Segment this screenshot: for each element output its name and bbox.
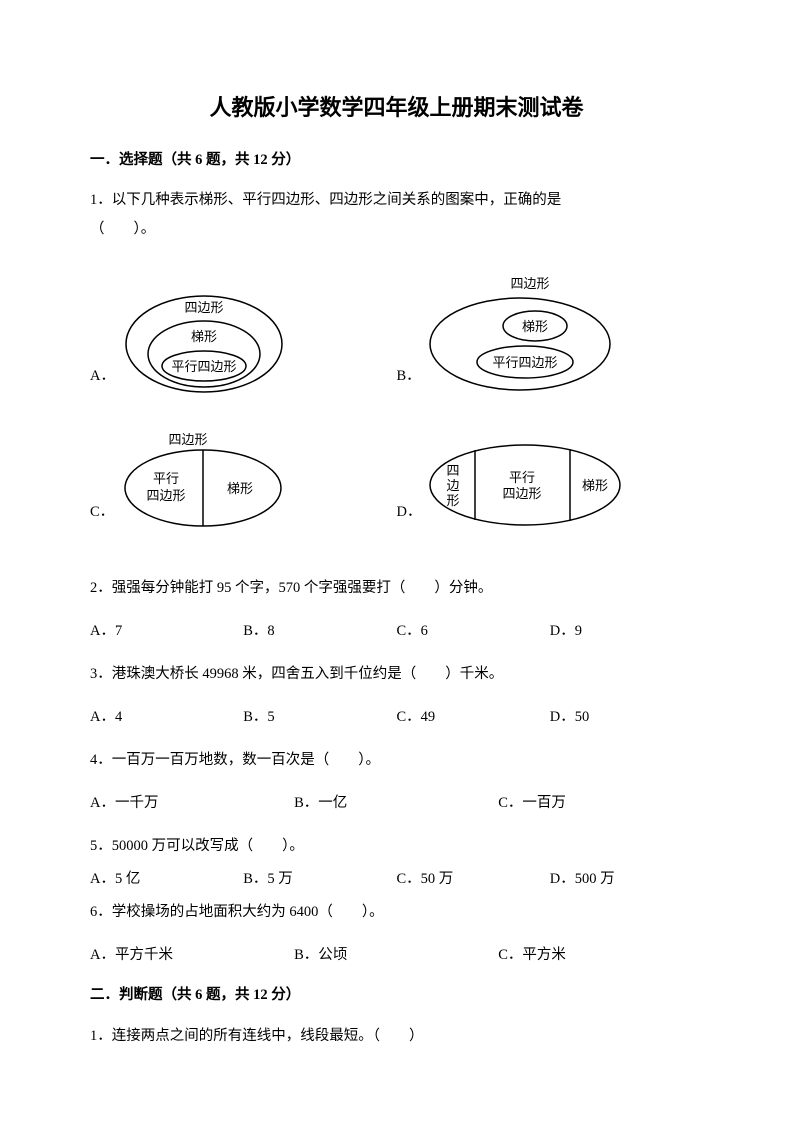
q1b-label-quad: 四边形 [510, 276, 549, 291]
q5-text: 5．50000 万可以改写成（ ）。 [90, 832, 703, 861]
q1-line1: 1．以下几种表示梯形、平行四边形、四边形之间关系的图案中，正确的是 [90, 186, 703, 215]
q2-options: A．7 B．8 C．6 D．9 [90, 617, 703, 646]
q1-opt-d-label: D． [397, 501, 422, 530]
q3-opt-a: A．4 [90, 703, 243, 732]
q1c-label-trap: 梯形 [227, 481, 253, 496]
q1-diagram-b: 四边形 梯形 平行四边形 [425, 274, 615, 394]
q5-opt-a: A．5 亿 [90, 865, 243, 894]
q5-options: A．5 亿 B．5 万 C．50 万 D．500 万 [90, 865, 703, 894]
q3-text: 3．港珠澳大桥长 49968 米，四舍五入到千位约是（ ）千米。 [90, 660, 703, 689]
q1c-label-para-b: 四边形 [147, 488, 186, 503]
q1a-label-para: 平行四边形 [171, 359, 236, 374]
section-choice-header: 一．选择题（共 6 题，共 12 分） [90, 149, 703, 172]
section-judge-header: 二．判断题（共 6 题，共 12 分） [90, 984, 703, 1007]
j1-text: 1．连接两点之间的所有连线中，线段最短。（ ） [90, 1022, 703, 1051]
q3-opt-d: D．50 [550, 703, 703, 732]
q2-text: 2．强强每分钟能打 95 个字，570 个字强强要打（ ）分钟。 [90, 574, 703, 603]
q1d-label-para-b: 四边形 [503, 486, 542, 501]
q2-opt-d: D．9 [550, 617, 703, 646]
q6-opt-b: B．公顷 [294, 941, 498, 970]
q1d-label-quad2: 边 [447, 478, 460, 493]
q6-text: 6．学校操场的占地面积大约为 6400（ ）。 [90, 898, 703, 927]
q3-opt-c: C．49 [397, 703, 550, 732]
q1-diagram-c: 四边形 平行 四边形 梯形 [118, 430, 288, 530]
q1-text: 1．以下几种表示梯形、平行四边形、四边形之间关系的图案中，正确的是 （ ）。 [90, 186, 703, 244]
q5-opt-b: B．5 万 [243, 865, 396, 894]
q1b-label-para: 平行四边形 [492, 355, 557, 370]
q1c-label-para-a: 平行 [153, 471, 179, 486]
q1-diagram-row2: C． 四边形 平行 四边形 梯形 D． 四 边 形 平行 四边形 梯形 [90, 430, 703, 530]
q2-opt-b: B．8 [243, 617, 396, 646]
q2-opt-a: A．7 [90, 617, 243, 646]
q5-opt-d: D．500 万 [550, 865, 703, 894]
q5-opt-c: C．50 万 [397, 865, 550, 894]
q4-opt-c: C．一百万 [498, 789, 702, 818]
q1-opt-c-label: C． [90, 501, 114, 530]
q1-diagram-d: 四 边 形 平行 四边形 梯形 [425, 440, 625, 530]
q1-opt-a-label: A． [90, 365, 115, 394]
q1d-label-para-a: 平行 [509, 470, 535, 485]
q4-opt-b: B．一亿 [294, 789, 498, 818]
q1-diagram-row1: A． 四边形 梯形 平行四边形 B． 四边形 梯形 平行四边形 [90, 274, 703, 394]
q1-diagram-a: 四边形 梯形 平行四边形 [119, 284, 289, 394]
q1c-label-quad: 四边形 [169, 432, 208, 447]
q1-line2: （ ）。 [90, 215, 703, 244]
q1a-label-trap: 梯形 [191, 329, 217, 344]
q1d-label-quad3: 形 [447, 493, 460, 508]
q1a-label-quad: 四边形 [184, 300, 223, 315]
page-title: 人教版小学数学四年级上册期末测试卷 [90, 90, 703, 125]
q6-opt-a: A．平方千米 [90, 941, 294, 970]
q1-opt-b-label: B． [397, 365, 421, 394]
q4-opt-a: A．一千万 [90, 789, 294, 818]
q3-opt-b: B．5 [243, 703, 396, 732]
q2-opt-c: C．6 [397, 617, 550, 646]
q1d-label-trap: 梯形 [582, 478, 608, 493]
q6-options: A．平方千米 B．公顷 C．平方米 [90, 941, 703, 970]
q4-text: 4．一百万一百万地数，数一百次是（ ）。 [90, 746, 703, 775]
q1b-label-trap: 梯形 [522, 319, 548, 334]
q3-options: A．4 B．5 C．49 D．50 [90, 703, 703, 732]
q1d-label-quad1: 四 [447, 463, 460, 478]
q4-options: A．一千万 B．一亿 C．一百万 [90, 789, 703, 818]
q6-opt-c: C．平方米 [498, 941, 702, 970]
